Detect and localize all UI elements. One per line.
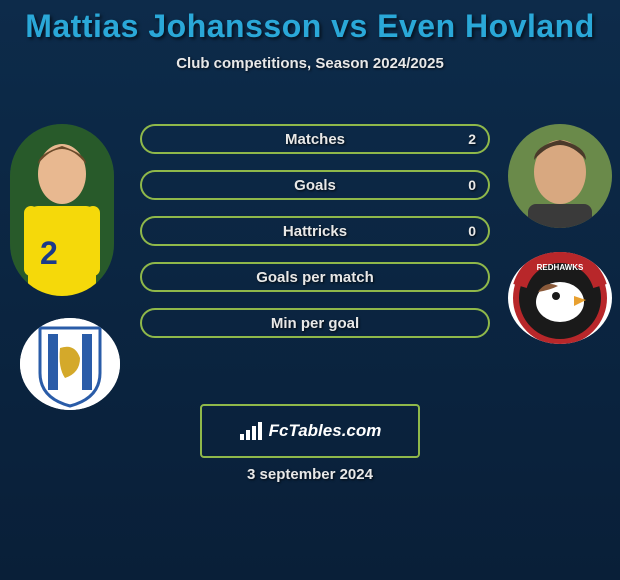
stat-right-value: 0: [468, 223, 476, 239]
stats-container: Matches 2 Goals 0 Hattricks 0 Goals per …: [140, 124, 490, 354]
stat-label: Min per goal: [271, 315, 359, 332]
svg-text:REDHAWKS: REDHAWKS: [537, 263, 584, 272]
brand-box: FcTables.com: [200, 404, 420, 458]
stat-row-hattricks: Hattricks 0: [140, 216, 490, 246]
player-left-avatar: 2: [10, 124, 114, 296]
stat-row-min-per-goal: Min per goal: [140, 308, 490, 338]
bar-chart-icon: [239, 422, 263, 440]
brand-text: FcTables.com: [269, 421, 382, 441]
stat-row-matches: Matches 2: [140, 124, 490, 154]
date-text: 3 september 2024: [0, 466, 620, 483]
player-right-avatar: [508, 124, 612, 228]
stat-row-goals-per-match: Goals per match: [140, 262, 490, 292]
stat-label: Goals: [294, 177, 336, 194]
stat-row-goals: Goals 0: [140, 170, 490, 200]
stat-label: Hattricks: [283, 223, 347, 240]
stat-right-value: 0: [468, 177, 476, 193]
svg-text:2: 2: [40, 235, 58, 271]
player-right-club-logo: REDHAWKS: [508, 252, 612, 344]
stat-label: Goals per match: [256, 269, 374, 286]
subtitle: Club competitions, Season 2024/2025: [0, 55, 620, 72]
player-left-club-logo: [20, 318, 120, 410]
stat-right-value: 2: [468, 131, 476, 147]
stat-label: Matches: [285, 131, 345, 148]
page-title: Mattias Johansson vs Even Hovland: [0, 0, 620, 45]
